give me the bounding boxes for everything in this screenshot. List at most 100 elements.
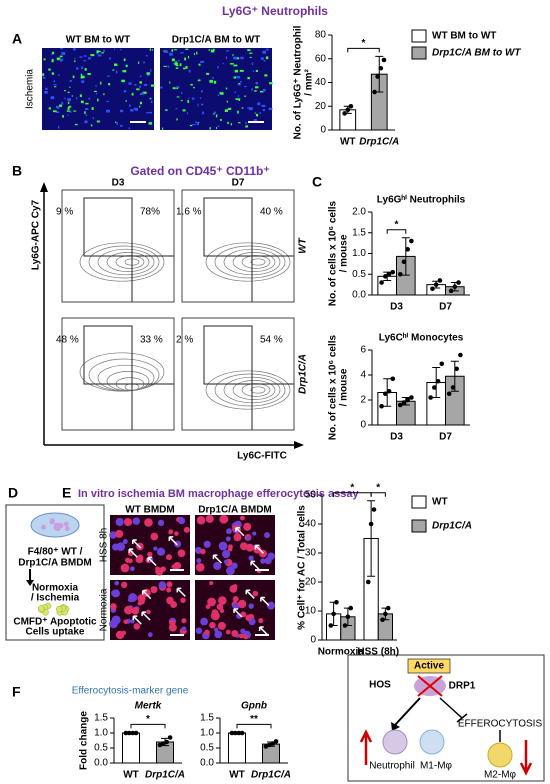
y-tick-label: 50 xyxy=(305,490,317,501)
nucleus xyxy=(166,587,172,593)
image-title: Drp1C/A BM to WT xyxy=(172,35,261,46)
hos-label: HOS xyxy=(369,680,391,691)
speck xyxy=(238,82,241,84)
speck xyxy=(53,84,57,86)
speck xyxy=(123,58,126,62)
legend-label: Drp1C/A xyxy=(432,521,472,532)
y-axis-title: No. of Ly6G⁺ Neutrophil xyxy=(293,25,304,139)
nucleus xyxy=(137,594,146,603)
nucleus xyxy=(125,557,131,563)
arrow-head xyxy=(391,722,400,731)
speck xyxy=(227,107,231,111)
nucleus xyxy=(203,540,211,548)
significance-bracket xyxy=(236,723,272,729)
speck xyxy=(102,49,105,52)
speck xyxy=(122,70,127,73)
speck xyxy=(61,101,64,105)
y-tick-label: 40 xyxy=(315,77,327,88)
nucleus xyxy=(123,619,129,625)
nucleus xyxy=(200,617,209,626)
speck xyxy=(79,94,82,98)
speck xyxy=(257,102,261,106)
speck xyxy=(125,64,128,68)
y-tick-label: 0 xyxy=(360,420,366,431)
speck xyxy=(84,111,86,114)
speck xyxy=(162,127,164,131)
speck xyxy=(149,48,151,51)
active-label: Active xyxy=(414,661,444,672)
nucleus xyxy=(218,541,228,551)
arrow-marker xyxy=(176,587,186,597)
data-point xyxy=(372,89,377,95)
data-point xyxy=(385,605,391,611)
x-tick-label: Drp1C/A xyxy=(359,137,399,148)
speck xyxy=(209,127,211,130)
speck xyxy=(58,104,63,107)
speck xyxy=(191,97,195,100)
contour xyxy=(232,380,276,400)
row-label: Drp1C/A xyxy=(298,354,309,394)
speck xyxy=(119,124,123,127)
speck xyxy=(251,62,254,66)
speck xyxy=(201,103,204,106)
flow-plot xyxy=(61,317,175,431)
speck xyxy=(151,49,153,51)
arrow-marker xyxy=(233,608,243,618)
speck xyxy=(165,109,168,111)
speck xyxy=(217,125,220,128)
nucleus xyxy=(155,567,164,576)
speck xyxy=(136,88,140,91)
speck xyxy=(85,114,88,117)
nucleus xyxy=(238,633,244,639)
nucleus xyxy=(195,627,203,634)
speck xyxy=(185,48,189,51)
nucleus xyxy=(174,531,179,536)
y-axis-title: No. of cells x 10⁶ cells xyxy=(328,200,339,306)
data-point xyxy=(397,271,403,277)
speck xyxy=(139,81,142,84)
y-tick-label: 1.5 xyxy=(200,713,214,724)
speck xyxy=(255,69,258,72)
arrow-marker xyxy=(235,527,245,537)
speck xyxy=(51,51,55,55)
x-tick-label: D3 xyxy=(390,432,403,443)
data-point xyxy=(405,397,410,403)
speck xyxy=(183,67,186,70)
nucleus xyxy=(147,632,153,638)
speck xyxy=(75,67,79,70)
nucleus xyxy=(169,619,176,627)
speck xyxy=(80,75,85,79)
speck xyxy=(50,96,55,100)
nucleus xyxy=(129,566,135,572)
speck xyxy=(210,49,215,53)
nucleus xyxy=(252,590,259,597)
speck xyxy=(253,119,257,122)
nucleus xyxy=(132,517,141,525)
y-tick-label: 0 xyxy=(320,125,326,136)
speck xyxy=(87,72,91,75)
panel-label: D xyxy=(8,485,18,501)
speck xyxy=(173,63,175,65)
speck xyxy=(52,110,57,113)
data-point xyxy=(328,623,334,628)
speck xyxy=(235,57,240,60)
data-point xyxy=(437,278,443,283)
nucleus xyxy=(181,626,187,632)
nucleus xyxy=(221,549,231,559)
data-point xyxy=(371,507,377,512)
speck xyxy=(67,101,70,104)
nucleus xyxy=(137,554,144,561)
nucleus xyxy=(252,531,257,536)
speck xyxy=(108,83,111,86)
panel-title: Gated on CD45⁺ CD11b⁺ xyxy=(130,164,269,178)
speck xyxy=(163,65,168,67)
speck xyxy=(179,63,182,67)
y-tick-label: 20 xyxy=(315,101,327,112)
speck xyxy=(69,86,71,88)
speck xyxy=(234,91,237,93)
speck xyxy=(262,88,266,92)
nucleus xyxy=(180,597,186,604)
data-point xyxy=(405,247,410,252)
speck xyxy=(106,75,110,77)
data-point xyxy=(428,395,433,400)
